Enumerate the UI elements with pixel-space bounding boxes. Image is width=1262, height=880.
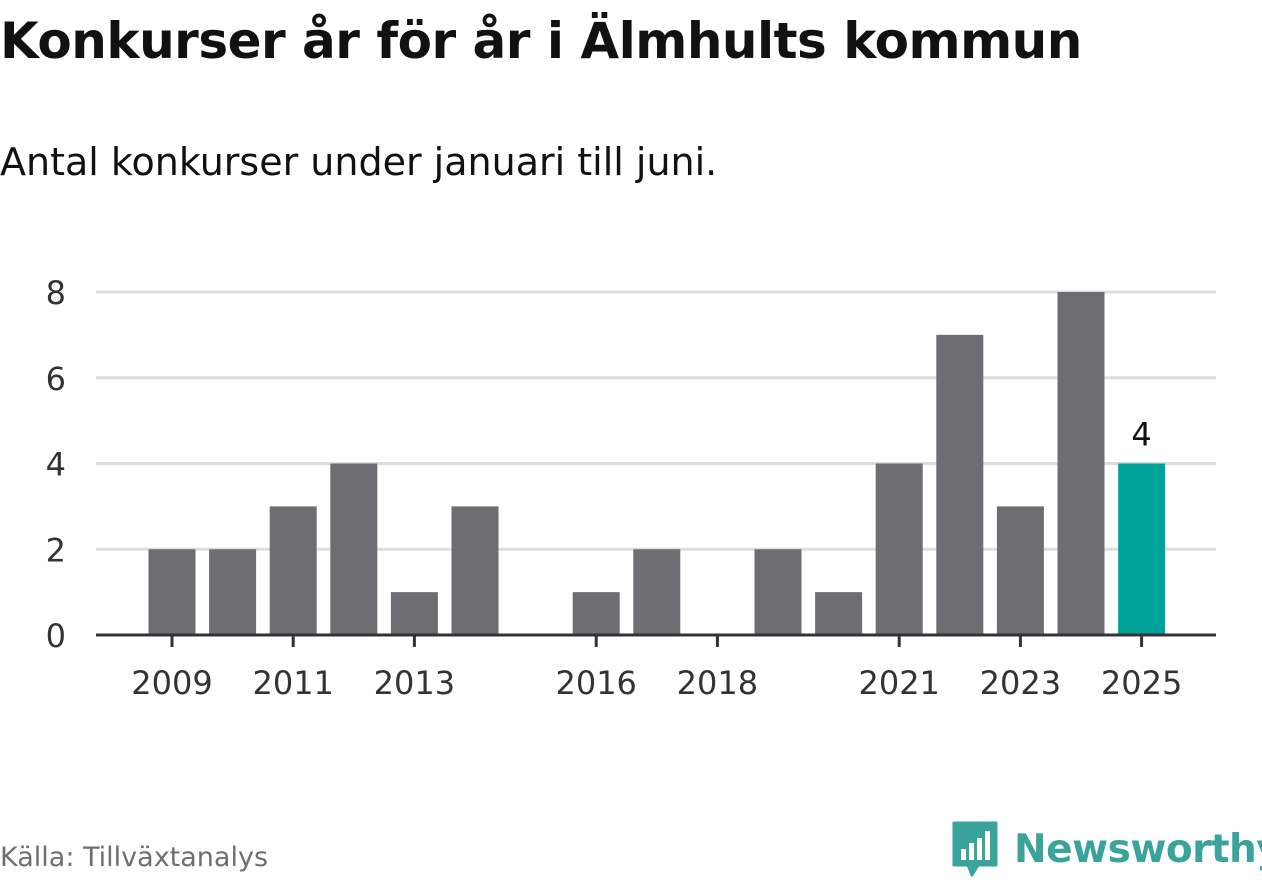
bar-2023 [996, 506, 1044, 635]
y-tick-label: 2 [46, 531, 66, 569]
x-tick-label: 2021 [858, 664, 939, 702]
bar-2014 [451, 506, 499, 635]
x-axis-ticks: 2009 2011 2013 2016 2018 2021 2023 2025 [131, 635, 1182, 702]
bar-2022 [936, 334, 984, 635]
grid-lines [96, 290, 1216, 551]
bar-chart-speech-bubble-icon [952, 821, 998, 877]
data-labels: 4 [1131, 416, 1151, 454]
bar-2012 [330, 463, 378, 635]
bar-2009 [148, 549, 196, 635]
bar-2013 [390, 592, 438, 635]
y-tick-label: 4 [46, 446, 66, 484]
y-tick-label: 0 [46, 617, 66, 655]
data-label: 4 [1131, 416, 1151, 454]
bar-2017 [633, 549, 681, 635]
bar-2021 [875, 463, 923, 635]
x-tick-label: 2009 [131, 664, 212, 702]
bar-2020 [815, 592, 863, 635]
chart-title: Konkurser år för år i Älmhults kommun [0, 12, 1082, 70]
x-tick-label: 2013 [374, 664, 455, 702]
source-note: Källa: Tillväxtanalys [0, 842, 269, 873]
y-axis-ticks: 0 2 4 6 8 [46, 274, 66, 655]
bar-2024 [1057, 292, 1105, 635]
x-tick-label: 2025 [1101, 664, 1182, 702]
brand-name: Newsworthy [1014, 826, 1262, 872]
x-tick-label: 2023 [980, 664, 1061, 702]
bars [148, 292, 1166, 635]
x-tick-label: 2016 [555, 664, 636, 702]
y-tick-label: 8 [46, 274, 66, 312]
bar-2010 [209, 549, 257, 635]
bar-2016 [572, 592, 620, 635]
bar-2025 [1118, 463, 1166, 635]
x-tick-label: 2011 [252, 664, 333, 702]
bar-2011 [269, 506, 317, 635]
brand-logo: Newsworthy [950, 818, 1262, 880]
y-tick-label: 6 [46, 360, 66, 398]
bar-2019 [754, 549, 802, 635]
x-tick-label: 2018 [677, 664, 758, 702]
chart-subtitle: Antal konkurser under januari till juni. [0, 140, 718, 184]
